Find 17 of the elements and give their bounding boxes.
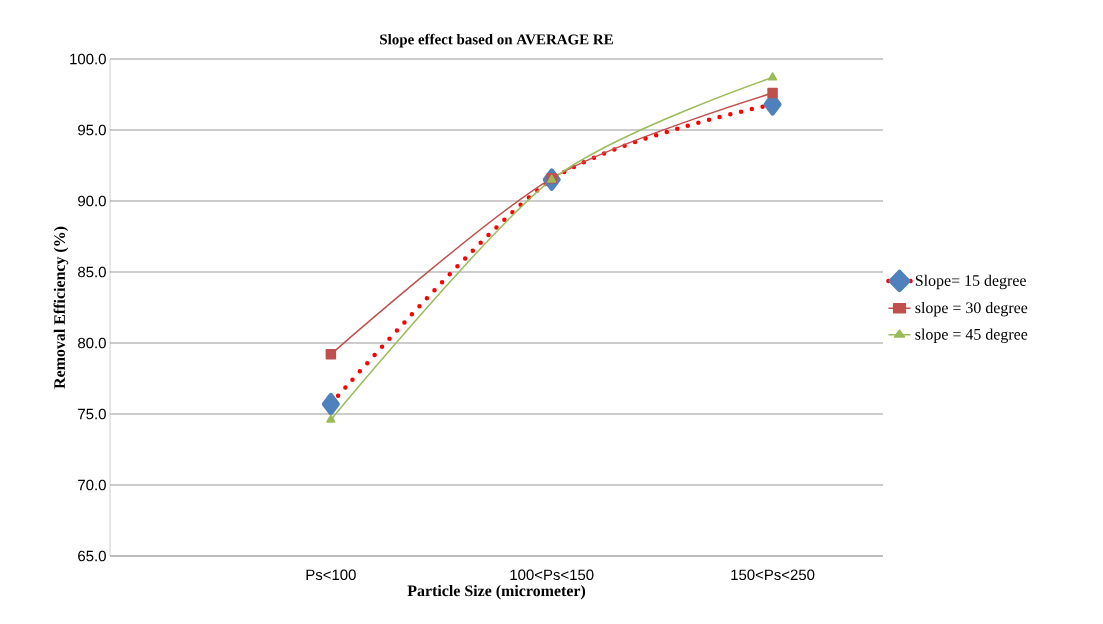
chart-title: Slope effect based on AVERAGE RE xyxy=(380,33,613,48)
legend-label: slope = 45 degree xyxy=(915,328,1028,343)
y-tick-label: 90.0 xyxy=(78,195,106,207)
x-tick-label: Ps<100 xyxy=(306,569,356,581)
x-axis-title: Particle Size (micrometer) xyxy=(407,584,586,600)
y-tick-label: 75.0 xyxy=(78,408,106,420)
y-tick-label: 85.0 xyxy=(78,266,106,278)
legend-label: slope = 30 degree xyxy=(915,301,1028,317)
y-tick-label: 95.0 xyxy=(78,124,106,136)
y-tick-label: 100.0 xyxy=(70,53,106,65)
legend-label: Slope= 15 degree xyxy=(915,274,1026,290)
x-tick-label: 150<Ps<250 xyxy=(731,569,815,581)
y-tick-label: 65.0 xyxy=(78,550,106,562)
y-tick-label: 80.0 xyxy=(78,337,106,349)
y-axis-title: Removal Efficiency (%) xyxy=(53,226,69,389)
x-tick-label: 100<Ps<150 xyxy=(510,569,594,581)
y-tick-label: 70.0 xyxy=(78,479,106,491)
